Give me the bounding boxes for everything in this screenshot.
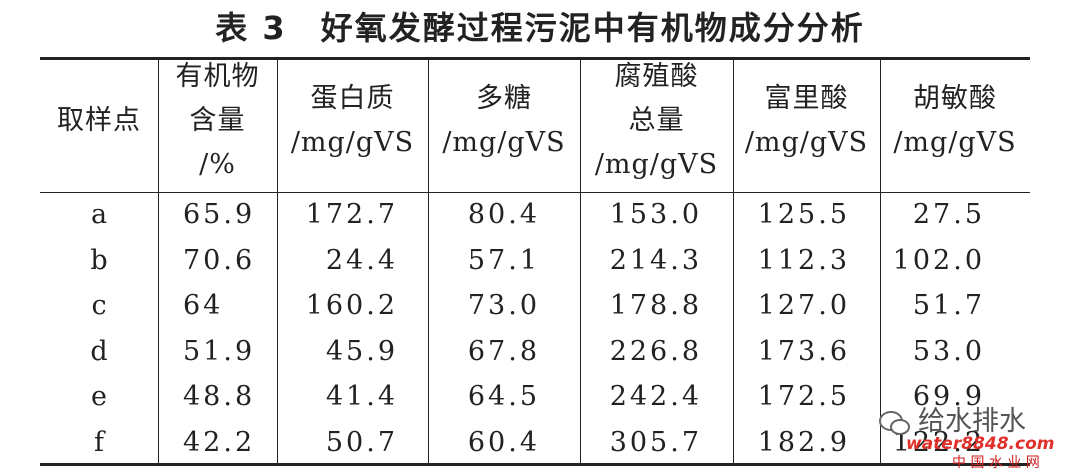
cell-value: 242.4 (609, 381, 702, 412)
sample-label: d (90, 335, 108, 367)
cell-value: 182.9 (757, 426, 850, 458)
cell-value: 173.6 (757, 335, 850, 367)
cell-value: 102.0 (892, 244, 985, 276)
top-rule (40, 57, 1030, 60)
column-divider (880, 58, 881, 465)
sample-label: e (91, 381, 107, 412)
header-text: /mg/gVS (594, 149, 719, 180)
header-text: /mg/gVS (893, 127, 1017, 158)
cell-value: 305.7 (609, 426, 702, 458)
cell-value: 65.9 (183, 199, 256, 230)
column-divider (277, 58, 278, 465)
cell-value: 67.8 (467, 335, 540, 367)
cell-value: 60.4 (467, 426, 540, 458)
sample-label: c (91, 290, 107, 321)
cell-value: 172.7 (305, 199, 398, 230)
cell-value: 80.4 (467, 199, 540, 230)
cell-value: 69.9 (912, 381, 985, 412)
sample-label: a (90, 199, 108, 230)
header-text: 腐殖酸 (614, 61, 699, 92)
column-divider (158, 58, 159, 465)
header-text: 取样点 (57, 105, 141, 136)
header-rule (40, 192, 1030, 193)
cell-value: 73.0 (467, 290, 540, 321)
wechat-icon (879, 411, 910, 435)
cell-value: 112.3 (757, 244, 850, 276)
sample-label: f (94, 426, 104, 458)
header-text: 有机物 (175, 61, 260, 92)
cell-value: 48.8 (183, 381, 256, 412)
cell-value: 53.0 (912, 335, 985, 367)
cell-value: 153.0 (609, 199, 702, 230)
cell-value: 24.4 (325, 244, 398, 276)
watermark-name: 给水排水 (918, 406, 1026, 437)
cell-value: 42.2 (183, 426, 256, 458)
cell-value: 214.3 (609, 244, 702, 276)
watermark-org: 中 国 水 业 网 (952, 455, 1040, 471)
cell-value: 70.6 (183, 244, 256, 276)
cell-value: 45.9 (325, 335, 398, 367)
cell-value: 51.9 (183, 335, 256, 367)
table-title: 表 3 好氧发酵过程污泥中有机物成分分析 (215, 9, 865, 47)
column-divider (428, 58, 429, 465)
cell-value: 51.7 (912, 290, 985, 321)
cell-value: 172.5 (757, 381, 850, 412)
watermark-site: water8848.com (906, 434, 1055, 454)
header-text: /% (199, 149, 236, 180)
bottom-rule (40, 463, 1030, 466)
header-text: /mg/gVS (290, 127, 415, 158)
cell-value: 226.8 (609, 335, 702, 367)
cell-value: 64.5 (467, 381, 540, 412)
cell-value: 64 (183, 290, 224, 321)
header-text: 蛋白质 (310, 83, 395, 114)
header-text: /mg/gVS (442, 127, 566, 158)
cell-value: 125.5 (757, 199, 850, 230)
sample-label: b (90, 244, 108, 276)
column-divider (733, 58, 734, 465)
cell-value: 127.0 (757, 290, 850, 321)
cell-value: 50.7 (325, 426, 398, 458)
header-text: 多糖 (476, 83, 532, 114)
cell-value: 41.4 (325, 381, 398, 412)
header-text: /mg/gVS (744, 127, 869, 158)
header-text: 胡敏酸 (913, 83, 997, 114)
column-divider (580, 58, 581, 465)
header-text: 含量 (189, 105, 246, 136)
header-text: 富里酸 (764, 83, 849, 114)
cell-value: 178.8 (609, 290, 702, 321)
cell-value: 160.2 (305, 290, 398, 321)
cell-value: 57.1 (467, 244, 540, 276)
cell-value: 27.5 (912, 199, 985, 230)
cell-value: 122.2 (892, 426, 985, 458)
header-text: 总量 (628, 105, 685, 136)
